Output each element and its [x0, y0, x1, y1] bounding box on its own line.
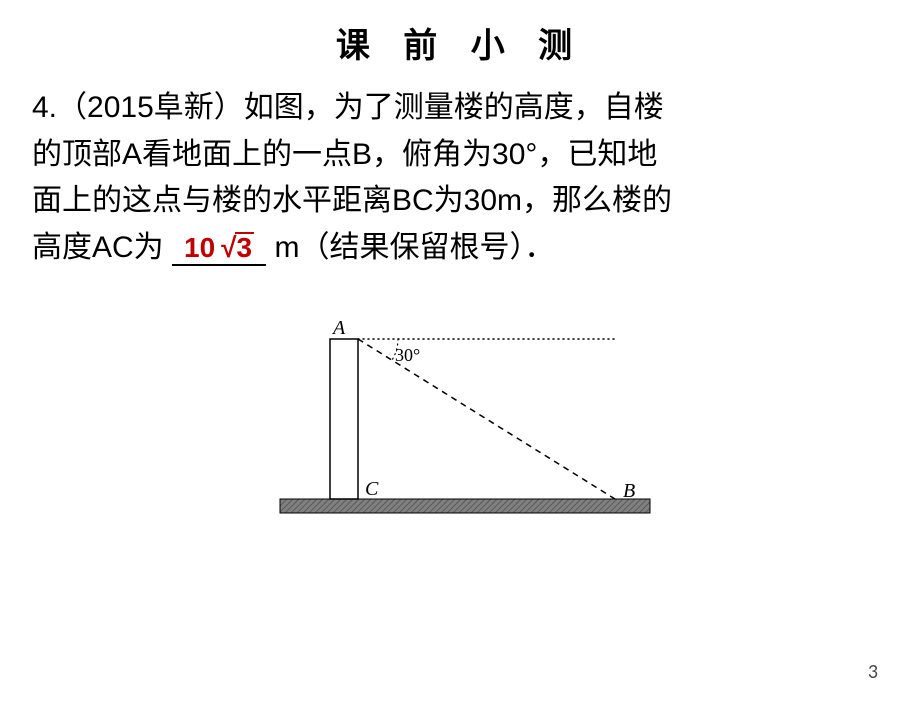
- ground: [280, 499, 650, 513]
- building-diagram: A B C 30°: [245, 319, 675, 529]
- problem-text: 4.（2015阜新）如图，为了测量楼的高度，自楼 的顶部A看地面上的一点B，俯角…: [0, 67, 920, 271]
- page-number: 3: [868, 660, 878, 684]
- label-c: C: [365, 478, 379, 500]
- answer-blank: 10√3: [172, 232, 266, 266]
- answer-radicand: 3: [235, 232, 255, 262]
- building-outline: [330, 339, 358, 499]
- label-a: A: [331, 319, 346, 339]
- problem-pre-blank: 高度AC为: [32, 231, 172, 264]
- answer-sqrt: √3: [221, 232, 254, 262]
- label-b: B: [623, 480, 635, 502]
- problem-line2a: 的顶部A看地面上的一点B，俯角为30°，已知地: [32, 138, 657, 171]
- section-title: 课 前 小 测: [0, 18, 920, 67]
- figure-container: A B C 30°: [0, 319, 920, 534]
- problem-line1: 如图，为了测量楼的高度，自楼: [244, 91, 664, 124]
- label-angle: 30°: [395, 345, 420, 365]
- answer-coeff: 10: [184, 234, 215, 262]
- problem-number: 4.（2015阜新）: [32, 91, 244, 124]
- problem-post-blank: m（结果保留根号）．: [266, 231, 554, 264]
- problem-line2b: 面上的这点与楼的水平距离BC为30m，那么楼的: [32, 184, 672, 217]
